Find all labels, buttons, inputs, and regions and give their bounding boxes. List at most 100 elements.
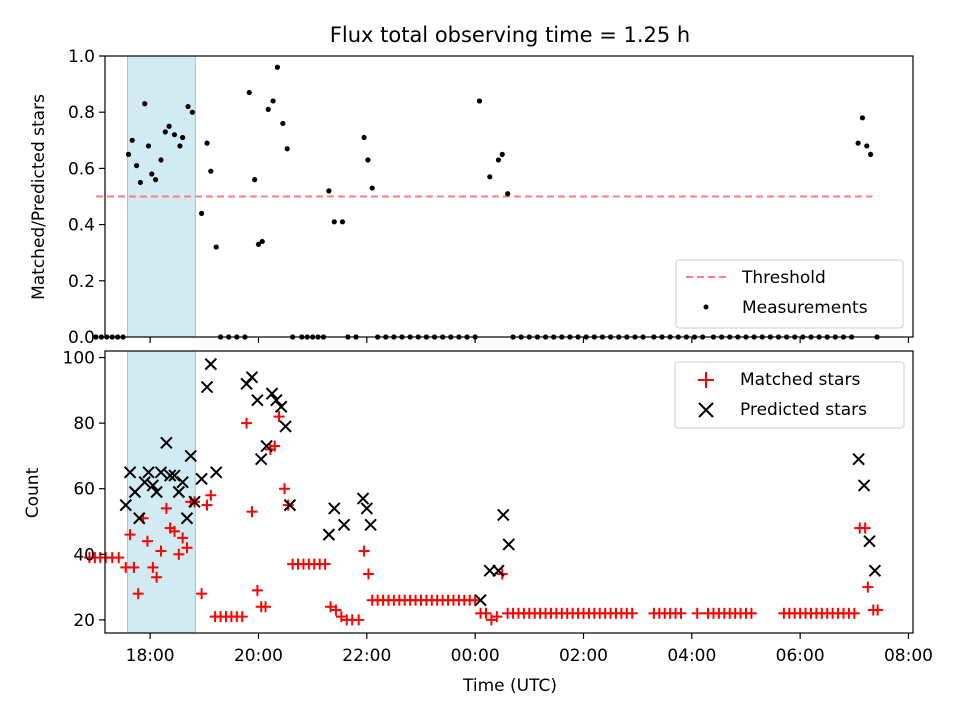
measurement-point [213,244,219,250]
measurement-point [185,103,191,110]
matched-point [491,611,503,623]
matched-point [691,607,703,619]
legend-predicted-marker [698,402,714,418]
y-tick-label: 0.8 [68,103,95,123]
x-tick-label: 20:00 [234,646,283,666]
matched-point [269,440,281,452]
matched-point [160,502,172,514]
predicted-point [328,502,341,515]
predicted-point [279,420,292,433]
predicted-point [857,479,871,492]
predicted-point [863,534,876,548]
bottom-ylabel: Count [23,467,43,518]
highlight-span [127,350,196,634]
predicted-point [283,498,297,512]
predicted-point [154,466,168,479]
measurement-point [505,191,511,197]
predicted-point [474,594,487,607]
predicted-point [195,472,208,486]
measurement-point [864,143,870,149]
matched-point [848,607,860,619]
measurement-point [339,219,346,225]
predicted-point [138,475,151,489]
matched-point [251,584,263,596]
matched-point [260,601,272,613]
y-tick-label: 40 [73,545,95,565]
predicted-point [163,469,177,482]
measurement-point [129,137,135,143]
matched-point [151,571,163,583]
measurement-point [208,168,214,174]
measurement-point [152,177,159,183]
matched-point [236,611,248,623]
matched-point [282,499,294,511]
measurement-point [365,157,371,163]
y-tick-label: 0.6 [68,159,95,179]
predicted-point [356,492,370,505]
y-tick-label: 80 [73,414,95,434]
x-tick-label: 18:00 [126,646,175,666]
bottom-axes-frame [104,350,914,634]
measurement-point [867,151,874,157]
predicted-point [364,518,377,531]
matched-point [113,552,125,564]
measurement-point [93,334,99,340]
measurement-point [369,185,375,191]
x-tick-label: 06:00 [776,646,825,666]
matched-point [141,535,153,547]
measurement-point [331,219,337,225]
predicted-point [275,400,288,413]
measurement-point [255,241,262,247]
matched-point [147,561,159,573]
x-tick-label: 04:00 [667,646,716,666]
matched-point [626,607,638,619]
legend-measurements-label: Measurements [742,298,868,318]
predicted-point [123,466,137,479]
measurement-point [280,120,286,127]
predicted-point [119,498,132,512]
predicted-point [172,485,186,499]
legend-measurements-marker [703,304,709,310]
predicted-point [245,371,259,384]
y-tick-label: 0.2 [68,272,95,292]
predicted-point [497,508,510,522]
matched-point [745,607,757,619]
measurement-point [149,171,155,177]
matched-point [278,483,290,495]
measurement-point [284,146,290,152]
y-tick-label: 20 [73,611,95,631]
bottom-legend-box [674,361,905,429]
measurement-point [204,140,210,146]
measurement-point [495,157,502,163]
predicted-point [184,449,197,463]
predicted-point [337,518,351,531]
measurement-point [270,98,276,104]
measurement-point [189,109,195,115]
predicted-point [360,502,374,515]
measurement-point [166,123,172,129]
predicted-point [176,475,189,489]
matched-point [353,614,365,626]
predicted-point [180,512,194,525]
matched-point [319,558,331,570]
measurement-point [252,177,258,183]
y-tick-label: 0.0 [68,328,95,348]
predicted-point [492,564,505,577]
matched-point [358,545,370,557]
measurement-point [259,238,265,245]
legend-matched-label: Matched stars [740,370,860,390]
predicted-point [852,453,865,466]
matched-point [675,607,687,619]
measurement-point [499,151,505,157]
matched-point [201,499,213,511]
measurement-point [137,179,143,186]
predicted-point [188,495,201,509]
measurement-point [859,115,866,121]
matched-point [124,529,136,541]
measurement-point [133,162,140,169]
measurement-point [246,89,252,96]
top-legend: Threshold Measurements [675,259,904,329]
predicted-point [204,357,218,371]
bottom-xlabel: Time (UTC) [462,676,557,696]
